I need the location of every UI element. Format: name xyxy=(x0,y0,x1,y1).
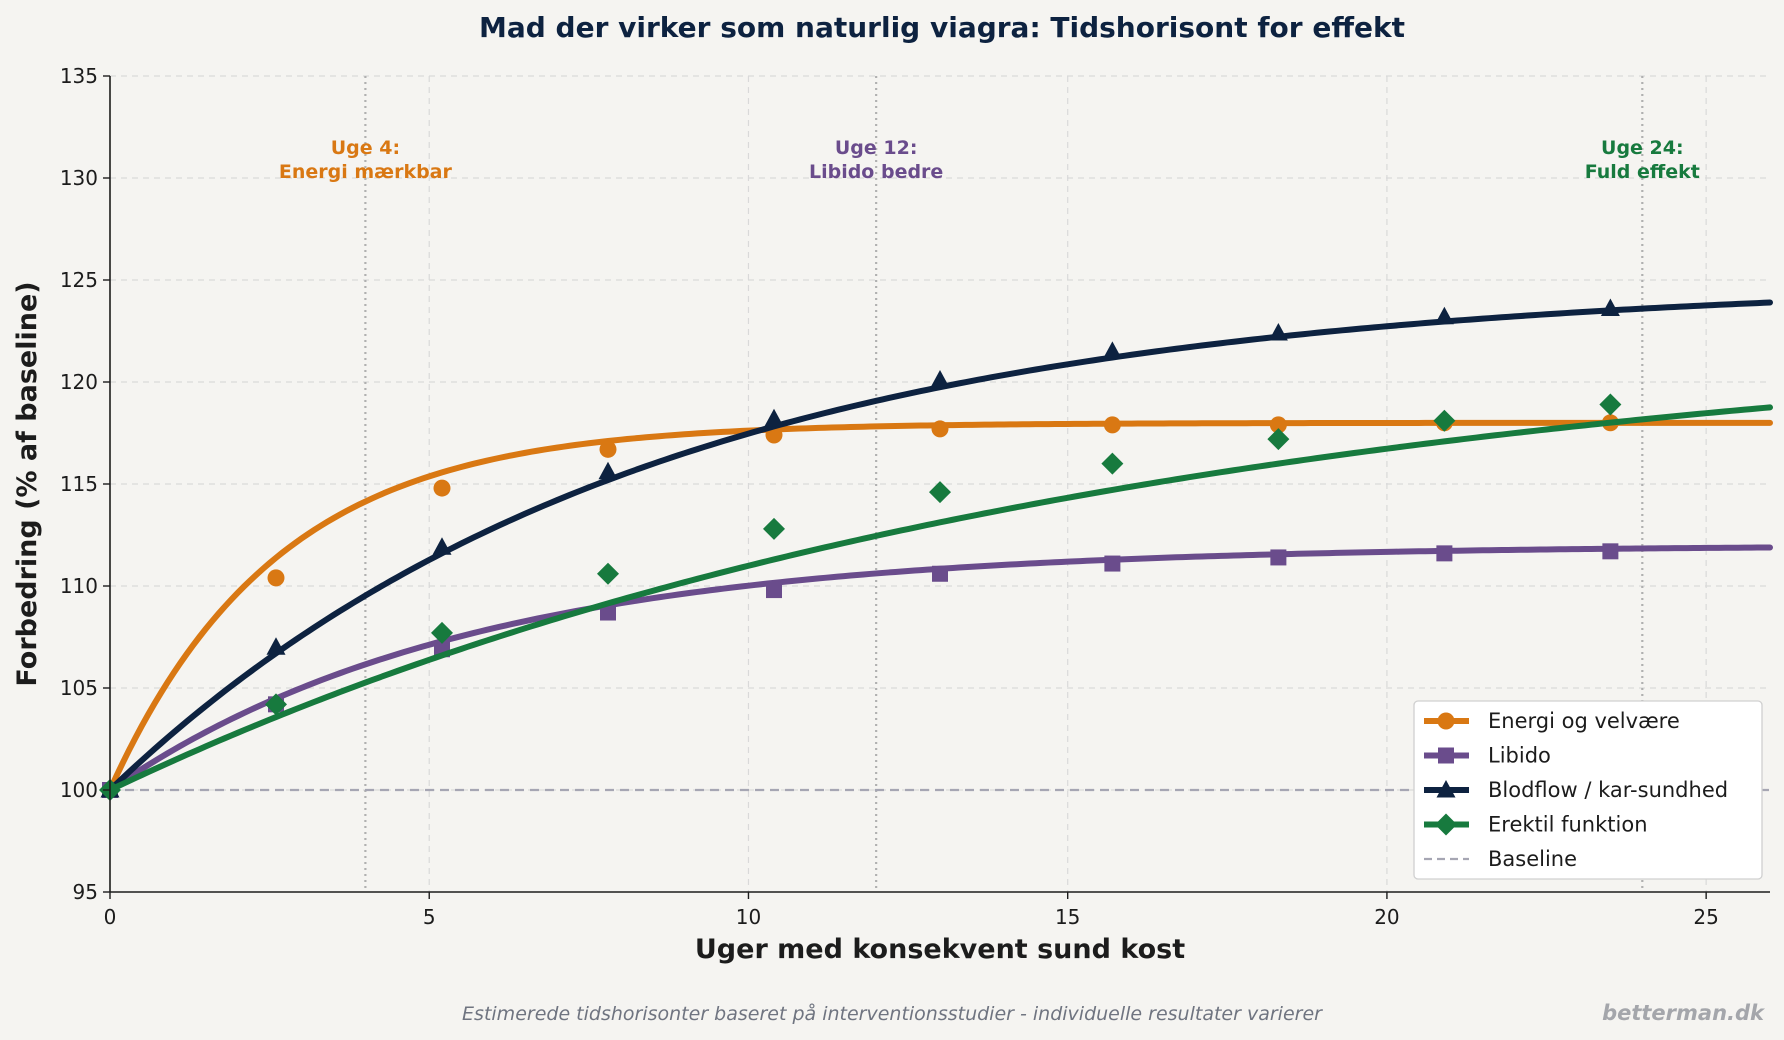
data-point xyxy=(1270,549,1287,566)
legend-label: Baseline xyxy=(1488,847,1577,871)
data-point xyxy=(1267,428,1290,451)
legend-item: Blodflow / kar-sundhed xyxy=(1424,778,1728,802)
legend-item: Energi og velvære xyxy=(1424,709,1680,733)
data-point xyxy=(931,420,949,438)
legend-item: Baseline xyxy=(1424,847,1577,871)
milestone-label-line2: Energi mærkbar xyxy=(279,161,453,183)
data-point xyxy=(930,369,950,388)
legend-marker xyxy=(1435,813,1457,836)
legend-marker xyxy=(1438,747,1454,764)
data-point xyxy=(600,604,616,621)
series-2 xyxy=(100,298,1773,798)
data-point xyxy=(766,582,782,599)
y-tick-label: 110 xyxy=(60,574,98,598)
legend-label: Libido xyxy=(1488,744,1551,768)
data-point xyxy=(1268,323,1288,341)
legend-marker xyxy=(1436,780,1456,798)
data-point xyxy=(1103,416,1121,434)
series-3 xyxy=(99,393,1773,801)
data-point xyxy=(1600,298,1620,317)
y-tick-label: 135 xyxy=(60,64,98,88)
data-point xyxy=(764,408,784,427)
series-line xyxy=(107,404,1773,793)
milestone-labels: Uge 4:Energi mærkbar Uge 12:Libido bedre U… xyxy=(279,137,1700,183)
legend-item: Libido xyxy=(1424,744,1551,768)
y-tick-label: 105 xyxy=(60,676,98,700)
data-point xyxy=(267,569,285,587)
data-point xyxy=(433,479,451,497)
data-point xyxy=(1101,452,1124,475)
legend-label: Erektil funktion xyxy=(1488,813,1648,837)
x-tick-label: 25 xyxy=(1693,905,1718,929)
data-point xyxy=(1434,306,1454,325)
data-point xyxy=(1269,416,1287,434)
legend-label: Blodflow / kar-sundhed xyxy=(1488,778,1728,802)
data-point xyxy=(929,481,951,504)
data-point xyxy=(265,693,287,716)
y-axis-label: Forbedring (% af baseline) xyxy=(12,281,43,686)
y-tick-label: 95 xyxy=(73,880,98,904)
data-point xyxy=(266,637,286,655)
milestone-label-line1: Uge 12: xyxy=(835,137,918,159)
data-point xyxy=(431,621,453,644)
y-tick-label: 130 xyxy=(60,166,98,190)
milestone-label-line2: Libido bedre xyxy=(809,161,943,183)
ticks: 0 5 10 15 20 25 95 100 105 110 115 120 125 130 135 xyxy=(60,64,1719,929)
milestone-label-line1: Uge 24: xyxy=(1601,137,1684,159)
data-point xyxy=(1104,555,1121,572)
legend-box xyxy=(1413,700,1763,880)
data-point xyxy=(1436,545,1453,562)
data-point xyxy=(1433,409,1456,432)
legend-marker xyxy=(1437,712,1455,730)
data-point xyxy=(765,426,783,444)
y-tick-label: 100 xyxy=(60,778,98,802)
footnote: Estimerede tidshorisonter baseret på int… xyxy=(462,1002,1323,1025)
series-layer xyxy=(99,298,1773,801)
brand-watermark: betterman.dk xyxy=(1602,1001,1766,1025)
chart-title: Mad der virker som naturlig viagra: Tids… xyxy=(479,11,1405,44)
data-point xyxy=(598,461,618,480)
data-point xyxy=(932,565,948,582)
x-axis-label: Uger med konsekvent sund kost xyxy=(695,934,1185,965)
x-tick-label: 20 xyxy=(1374,905,1399,929)
x-tick-label: 15 xyxy=(1055,905,1080,929)
data-point xyxy=(597,562,619,585)
data-point xyxy=(1102,341,1122,359)
legend: Energi og velvære Libido Blodflow / kar-su… xyxy=(1413,700,1763,880)
legend-label: Energi og velvære xyxy=(1488,709,1680,733)
data-point xyxy=(432,537,452,555)
milestone-label-line1: Uge 4: xyxy=(331,137,400,159)
y-tick-label: 115 xyxy=(60,472,98,496)
milestone-label-line2: Fuld effekt xyxy=(1585,161,1700,183)
legend-item: Erektil funktion xyxy=(1424,813,1648,837)
y-tick-label: 120 xyxy=(60,370,98,394)
data-point xyxy=(1599,393,1622,416)
x-tick-label: 5 xyxy=(423,905,436,929)
x-tick-label: 0 xyxy=(104,905,117,929)
y-tick-label: 125 xyxy=(60,268,98,292)
x-tick-label: 10 xyxy=(736,905,761,929)
data-point xyxy=(763,517,785,540)
data-point xyxy=(1602,543,1619,560)
data-point xyxy=(599,440,617,458)
